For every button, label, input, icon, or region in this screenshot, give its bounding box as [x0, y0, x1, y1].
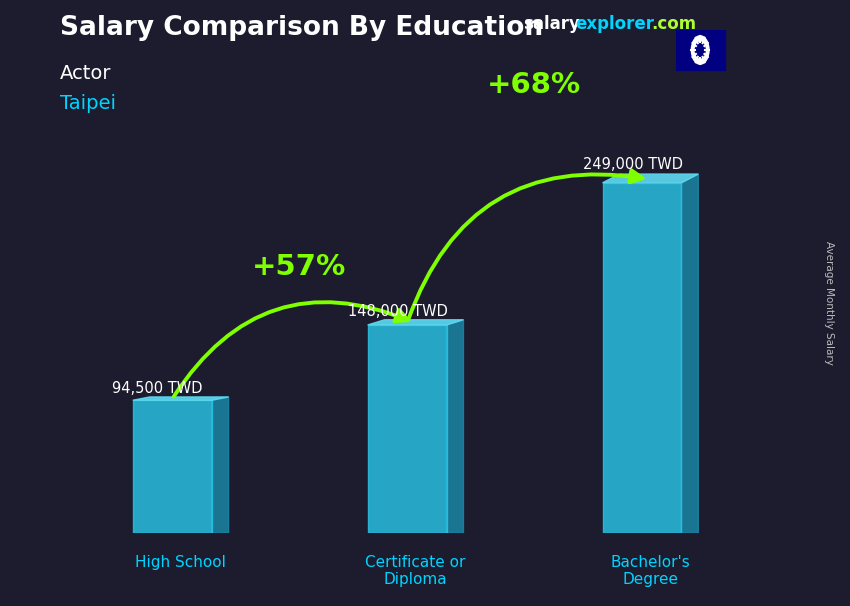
Text: 249,000 TWD: 249,000 TWD: [582, 158, 683, 172]
Polygon shape: [446, 320, 463, 533]
Text: Salary Comparison By Education: Salary Comparison By Education: [60, 15, 542, 41]
Bar: [368, 325, 446, 533]
Text: +68%: +68%: [487, 71, 581, 99]
Circle shape: [695, 42, 706, 58]
Bar: [133, 401, 212, 533]
Text: 148,000 TWD: 148,000 TWD: [348, 304, 448, 319]
Text: .com: .com: [651, 15, 696, 33]
Polygon shape: [133, 397, 229, 401]
Polygon shape: [212, 397, 229, 533]
Text: High School: High School: [135, 555, 226, 570]
Circle shape: [691, 36, 709, 64]
Polygon shape: [368, 320, 463, 325]
Text: +57%: +57%: [252, 253, 346, 281]
Bar: [603, 183, 682, 533]
Text: Bachelor's
Degree: Bachelor's Degree: [610, 555, 690, 587]
Bar: [676, 30, 724, 70]
Text: Taipei: Taipei: [60, 94, 116, 113]
Polygon shape: [603, 174, 699, 183]
Text: Average Monthly Salary: Average Monthly Salary: [824, 241, 834, 365]
Text: salary: salary: [523, 15, 580, 33]
Text: Certificate or
Diploma: Certificate or Diploma: [366, 555, 466, 587]
Text: explorer: explorer: [575, 15, 654, 33]
Polygon shape: [682, 174, 699, 533]
Text: Actor: Actor: [60, 64, 111, 82]
Text: 94,500 TWD: 94,500 TWD: [112, 381, 202, 396]
